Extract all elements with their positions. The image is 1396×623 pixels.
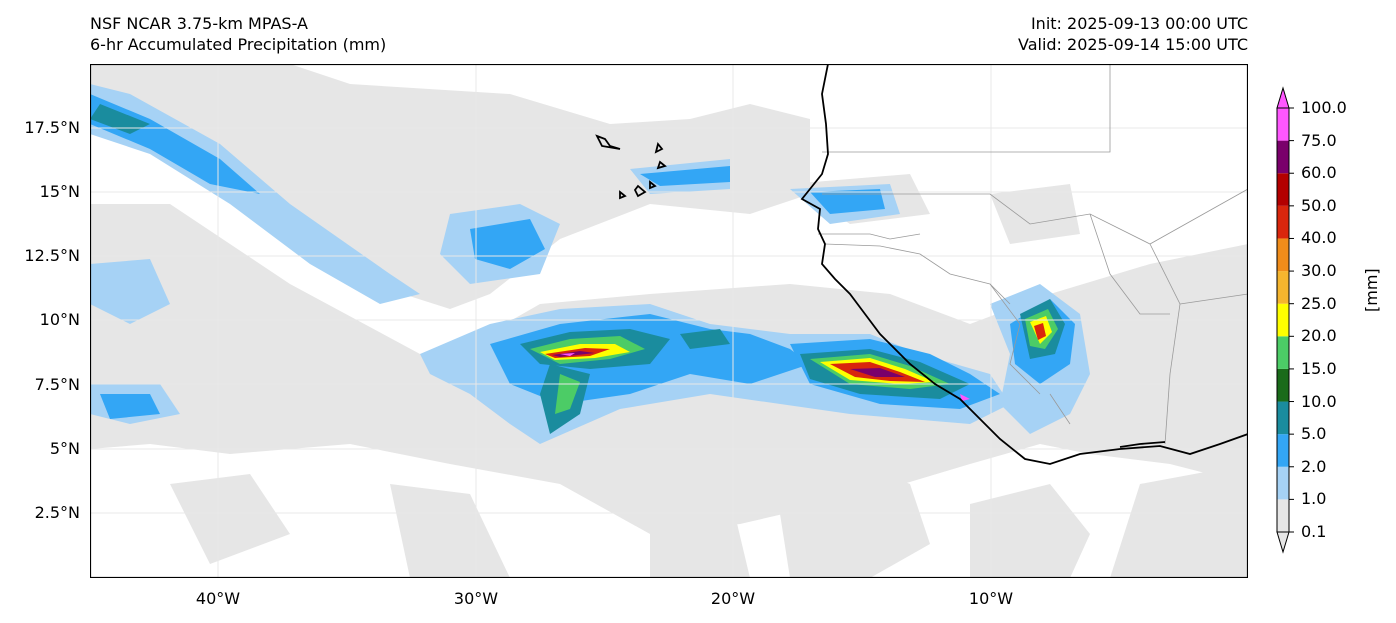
colorbar-tick-label: 0.1: [1301, 522, 1327, 541]
colorbar-extend-max: [1276, 86, 1290, 109]
colorbar-swatch: [1277, 499, 1289, 532]
map-canvas: [90, 64, 1248, 578]
colorbar-swatch: [1277, 368, 1289, 402]
colorbar-tick-label: 2.0: [1301, 456, 1327, 476]
colorbar-swatch: [1277, 173, 1289, 206]
colorbar-swatch: [1277, 238, 1289, 272]
lat-label-17-5: 17.5°N: [24, 118, 80, 137]
lon-label-30w: 30°W: [453, 589, 499, 608]
precip-100mm-layer: [560, 353, 970, 401]
colorbar-tick-label: 20.0: [1301, 326, 1337, 346]
colorbar-tick-label: 50.0: [1301, 195, 1337, 215]
colorbar-tick-label: 40.0: [1301, 228, 1337, 248]
colorbar-extend-min: [1276, 531, 1290, 554]
model-name: NSF NCAR 3.75-km MPAS-A: [90, 14, 308, 33]
colorbar-tick-label: 1.0: [1301, 489, 1327, 509]
colorbar-tick-label: 60.0: [1301, 163, 1337, 183]
coastline: [595, 64, 1248, 465]
precipitation-map: [90, 64, 1248, 578]
colorbar-swatch: [1277, 434, 1289, 467]
colorbar-tick-label: 100.0: [1301, 98, 1347, 117]
precip-60mm-layer: [552, 351, 905, 377]
colorbar-tick-label: 5.0: [1301, 424, 1327, 444]
init-time: Init: 2025-09-13 00:00 UTC: [1030, 14, 1248, 33]
colorbar-tick-label: 30.0: [1301, 261, 1337, 281]
colorbar-swatch: [1277, 108, 1289, 141]
colorbar-swatch: [1277, 466, 1289, 500]
colorbar-swatch: [1277, 303, 1289, 337]
lon-label-10w: 10°W: [968, 589, 1014, 608]
map-frame: [90, 64, 1248, 578]
valid-time: Valid: 2025-09-14 15:00 UTC: [1017, 35, 1248, 54]
country-borders: [818, 64, 1248, 445]
colorbar-unit: [mm]: [1362, 268, 1381, 312]
colorbar-tick-label: 15.0: [1301, 358, 1337, 378]
colorbar-swatch: [1277, 205, 1289, 239]
colorbar-swatch: [1277, 271, 1289, 304]
lat-label-15: 15°N: [39, 182, 80, 201]
colorbar-swatch: [1277, 336, 1289, 369]
time-block: Init: 2025-09-13 00:00 UTC Valid: 2025-0…: [1018, 13, 1248, 55]
colorbar: [1276, 86, 1294, 554]
colorbar-tick-label: 75.0: [1301, 130, 1337, 150]
lat-label-2-5: 2.5°N: [34, 503, 80, 522]
map-title-block: NSF NCAR 3.75-km MPAS-A 6-hr Accumulated…: [90, 13, 386, 55]
lat-label-5: 5°N: [49, 439, 80, 458]
colorbar-swatch: [1277, 140, 1289, 174]
map-gridlines: [90, 64, 1248, 578]
colorbar-tick-label: 10.0: [1301, 391, 1337, 411]
lat-label-7-5: 7.5°N: [34, 375, 80, 394]
colorbar-tick-label: 25.0: [1301, 293, 1337, 313]
colorbar-frame: [1276, 107, 1290, 533]
lon-label-20w: 20°W: [710, 589, 756, 608]
lon-label-40w: 40°W: [195, 589, 241, 608]
lat-label-12-5: 12.5°N: [24, 246, 80, 265]
field-name: 6-hr Accumulated Precipitation (mm): [90, 35, 387, 54]
lat-label-10: 10°N: [39, 310, 80, 329]
colorbar-swatch: [1277, 401, 1289, 435]
